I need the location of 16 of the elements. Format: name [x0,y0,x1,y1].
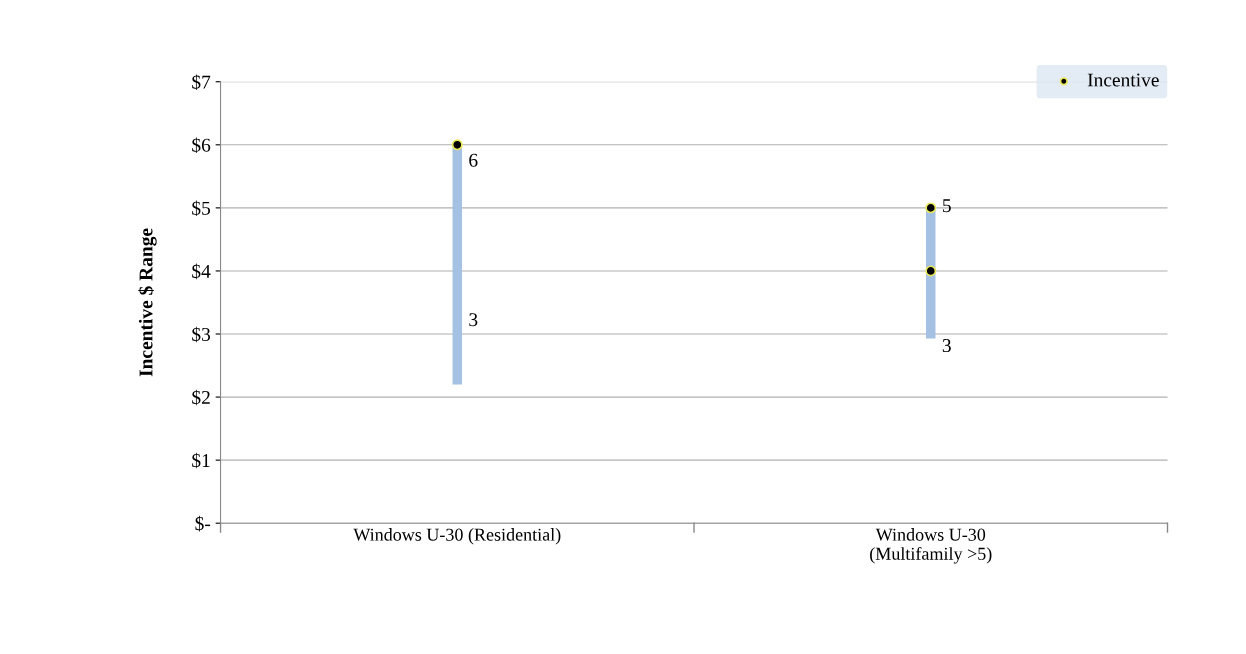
y-tick-label: $1 [192,452,210,469]
data-label: 5 [943,199,951,213]
y-tick-label: $5 [192,200,211,217]
y-tick-label: $- [195,515,211,532]
y-axis-title: Incentive $ Range [138,228,157,377]
annotation: 3 [942,339,951,353]
x-tick-label: Windows U-30 (Residential) [353,528,561,545]
y-tick-label: $6 [192,137,211,154]
x-tick-label: Windows U-30 (Multifamily >5) [870,528,992,564]
y-tick-label: $7 [192,74,211,90]
annotation: 3 [469,313,478,327]
y-tick-label: $2 [192,389,210,406]
data-label: 6 [469,153,478,167]
y-tick-label: $4 [192,263,211,280]
y-tick-label: $3 [192,326,211,343]
legend-label: Incentive [1087,73,1159,87]
